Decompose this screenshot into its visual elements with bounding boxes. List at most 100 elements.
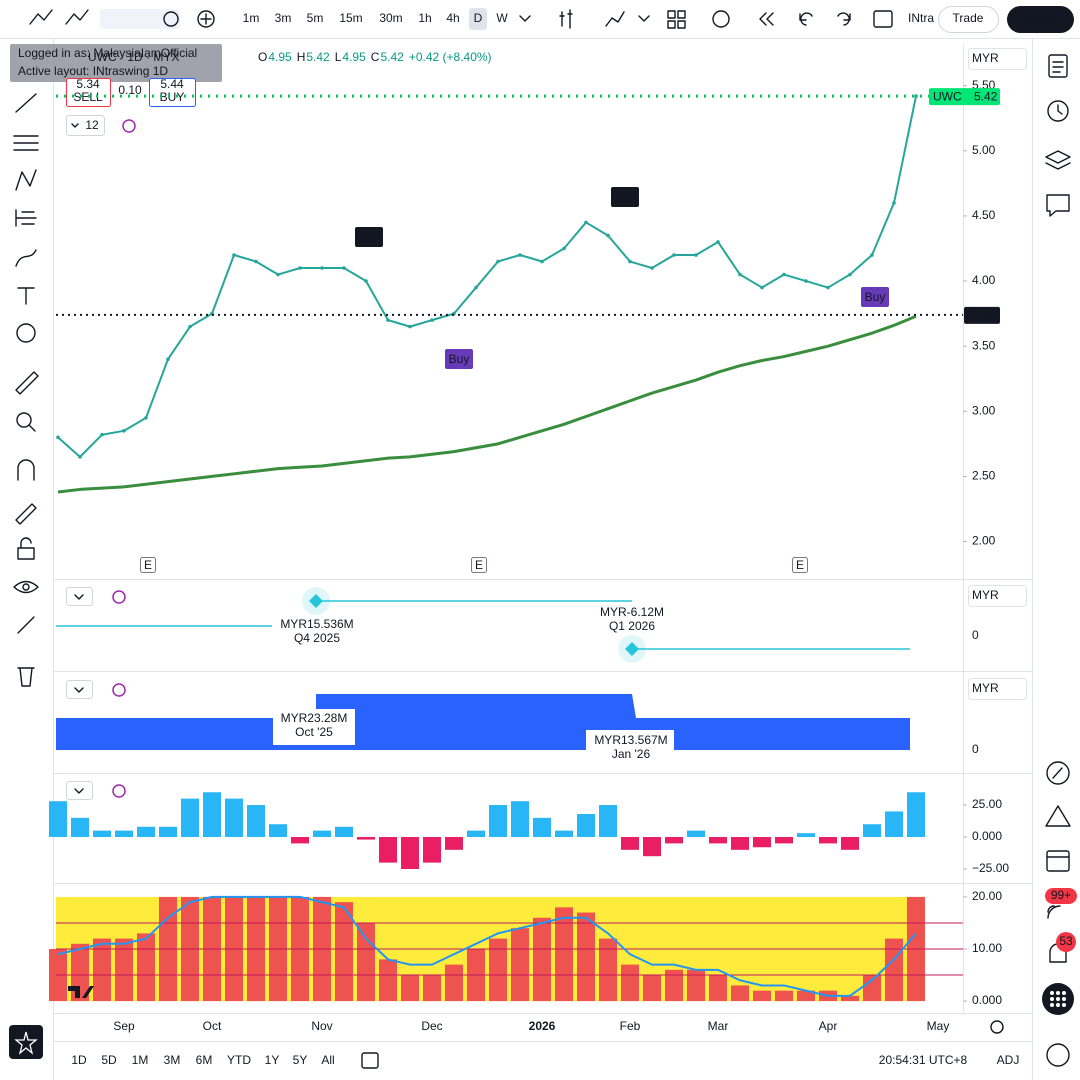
- bar: [335, 826, 353, 838]
- range-button[interactable]: 1Y: [265, 1053, 280, 1067]
- range-button[interactable]: YTD: [227, 1053, 251, 1067]
- range-button[interactable]: 5Y: [293, 1053, 308, 1067]
- bar: [445, 964, 463, 1002]
- price-point: [56, 435, 60, 440]
- price-point: [914, 94, 918, 98]
- interval-button[interactable]: 3m: [275, 11, 292, 25]
- interval-button[interactable]: 1h: [418, 11, 431, 25]
- panel-zero: 0: [972, 742, 979, 756]
- price-point: [254, 259, 258, 264]
- bar: [115, 830, 133, 838]
- price-plot: [56, 94, 918, 494]
- price-point: [628, 259, 632, 264]
- toolbar-icons[interactable]: [29, 9, 893, 29]
- bar: [731, 837, 749, 850]
- adj-button[interactable]: ADJ: [997, 1053, 1020, 1067]
- bar: [533, 817, 551, 838]
- left-toolbar[interactable]: [9, 93, 43, 1059]
- bar: [555, 830, 573, 838]
- bar: [643, 837, 661, 857]
- earnings-marker-bg[interactable]: [140, 557, 156, 573]
- range-button[interactable]: 3M: [164, 1053, 181, 1067]
- interval-button[interactable]: 30m: [379, 11, 402, 25]
- indicator-toggle[interactable]: [66, 115, 105, 136]
- price-point: [694, 253, 698, 257]
- panel-currency[interactable]: MYR: [972, 588, 999, 602]
- price-point: [188, 324, 192, 329]
- publish-button[interactable]: Publish: [1020, 11, 1059, 25]
- last-price-label: 5.42: [974, 89, 998, 103]
- y-tick-label: 2.00: [972, 534, 996, 548]
- bar: [335, 902, 353, 1002]
- buy-price[interactable]: 5.44: [160, 77, 184, 91]
- range-button[interactable]: 1M: [132, 1053, 149, 1067]
- indicator-count[interactable]: 12: [85, 118, 99, 132]
- range-button[interactable]: All: [321, 1053, 334, 1067]
- range-button[interactable]: 6M: [196, 1053, 213, 1067]
- right-sidebar[interactable]: [1042, 54, 1077, 1067]
- bar: [137, 826, 155, 838]
- price-point: [892, 201, 896, 205]
- price-point: [364, 279, 368, 283]
- bar: [709, 837, 727, 844]
- ohlc-change: +0.42 (+8.40%): [409, 50, 492, 64]
- buy-label[interactable]: BUY: [160, 90, 185, 104]
- price-point: [562, 246, 566, 251]
- trade-button[interactable]: Trade: [953, 11, 984, 25]
- panel-currency[interactable]: MYR: [972, 681, 999, 695]
- chevron: [71, 123, 79, 128]
- x-tick-label: Feb: [620, 1019, 641, 1033]
- y-tick-label: −25.00: [972, 861, 1009, 875]
- interval-button[interactable]: D: [474, 11, 483, 25]
- x-tick-label: Apr: [819, 1019, 838, 1033]
- bar: [863, 975, 881, 1002]
- last-price-tag-bg: [929, 88, 1000, 106]
- currency-button[interactable]: [968, 48, 1027, 70]
- bar: [775, 990, 793, 1002]
- currency-button[interactable]: [968, 585, 1027, 607]
- bar: [379, 959, 397, 1002]
- trade-button-bg[interactable]: [938, 6, 999, 33]
- earnings-marker[interactable]: E: [475, 558, 483, 572]
- earnings-marker-bg[interactable]: [792, 557, 808, 573]
- bar: [665, 969, 683, 1002]
- interval-button[interactable]: 4h: [446, 11, 459, 25]
- currency-button[interactable]: [968, 678, 1027, 700]
- earnings-period: Q1 2026: [609, 619, 655, 633]
- bar: [797, 990, 815, 1002]
- interval-button[interactable]: 15m: [339, 11, 362, 25]
- ohlc-values: O4.95 H5.42 L4.95 C5.42 +0.42 (+8.40%): [258, 50, 492, 64]
- refresh-icon[interactable]: [122, 119, 136, 133]
- moving-average: [57, 314, 917, 494]
- earnings-marker-bg[interactable]: [471, 557, 487, 573]
- price-line: [57, 95, 917, 458]
- bar: [401, 837, 419, 869]
- bar: [577, 813, 595, 838]
- sell-button[interactable]: [66, 78, 111, 107]
- sell-price[interactable]: 5.34: [76, 77, 100, 91]
- bar: [357, 922, 375, 1002]
- range-button[interactable]: 1D: [71, 1053, 87, 1067]
- layout-name[interactable]: INtra: [908, 11, 934, 25]
- interval-button[interactable]: 1m: [243, 11, 260, 25]
- bar: [687, 969, 705, 1002]
- bar: [489, 938, 507, 1002]
- publish-button-bg[interactable]: [1007, 6, 1074, 33]
- earnings-marker[interactable]: E: [796, 558, 804, 572]
- bar: [731, 985, 749, 1002]
- y-tick-label: 0.000: [972, 829, 1002, 843]
- range-button[interactable]: 5D: [101, 1053, 117, 1067]
- login-text: Logged in as: MalaysiaIamOfficial: [18, 46, 197, 60]
- bar: [665, 837, 683, 844]
- interval-button[interactable]: W: [496, 11, 508, 25]
- price-currency[interactable]: MYR: [972, 51, 999, 65]
- price-point: [166, 357, 170, 361]
- bar: [71, 817, 89, 838]
- price-point: [144, 416, 148, 420]
- price-point: [848, 272, 852, 277]
- earnings-marker[interactable]: E: [144, 558, 152, 572]
- signal-label: Sell: [615, 190, 635, 204]
- panel-controls[interactable]: [66, 587, 1004, 1069]
- buy-button[interactable]: [149, 78, 196, 107]
- interval-button[interactable]: 5m: [307, 11, 324, 25]
